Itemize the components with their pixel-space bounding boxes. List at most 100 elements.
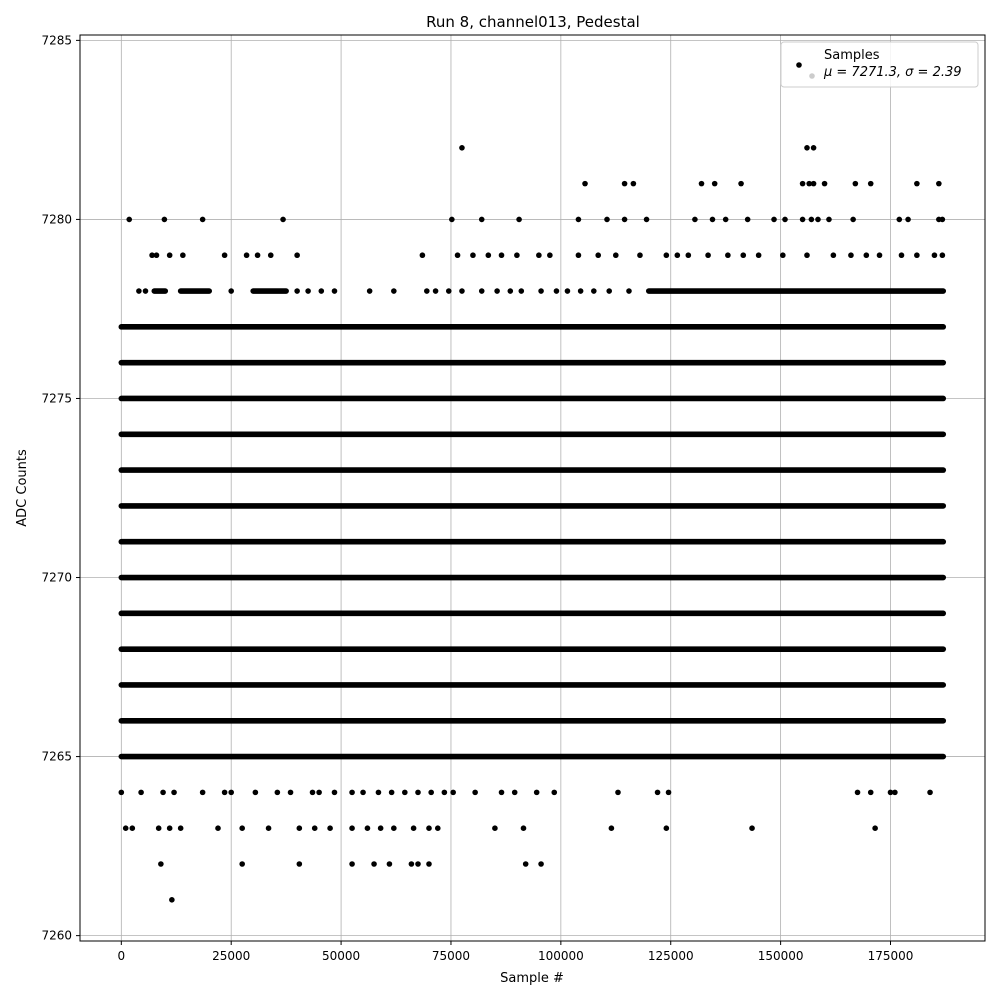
x-axis-ticks: 0 25000 50000 75000 100000 125000 150000 175000 xyxy=(117,941,913,963)
y-tick-label: 7260 xyxy=(41,929,72,943)
data-point xyxy=(459,288,465,294)
data-point xyxy=(749,825,755,831)
y-axis-label: ADC Counts xyxy=(15,449,30,527)
data-point xyxy=(852,180,859,187)
data-point xyxy=(280,216,286,223)
data-point xyxy=(612,252,619,259)
data-point xyxy=(939,252,946,259)
data-point xyxy=(472,789,478,796)
data-point xyxy=(615,789,621,796)
data-point xyxy=(582,180,588,187)
data-point xyxy=(674,252,681,259)
data-point xyxy=(551,789,558,796)
data-point xyxy=(267,252,274,259)
data-point xyxy=(575,252,582,259)
data-point xyxy=(239,825,245,831)
data-point xyxy=(887,789,894,796)
data-point xyxy=(296,825,303,831)
data-point xyxy=(520,825,527,831)
data-point xyxy=(854,789,861,796)
data-point xyxy=(621,180,628,187)
data-point xyxy=(936,180,942,187)
data-point xyxy=(511,789,518,796)
data-point xyxy=(327,825,333,831)
data-point xyxy=(538,861,544,867)
data-point xyxy=(478,216,485,223)
data-point xyxy=(221,252,228,259)
data-point xyxy=(316,789,322,796)
data-point xyxy=(533,789,540,796)
data-point xyxy=(863,252,870,259)
data-point xyxy=(595,252,602,259)
data-point xyxy=(149,252,155,259)
data-point xyxy=(375,789,382,796)
data-point xyxy=(441,789,448,796)
data-point xyxy=(377,825,384,831)
data-point xyxy=(445,288,452,294)
x-tick-label: 175000 xyxy=(868,949,914,963)
data-point xyxy=(126,216,133,223)
data-point xyxy=(415,861,421,867)
data-point xyxy=(606,288,612,294)
data-point xyxy=(744,216,751,223)
data-point xyxy=(755,252,762,259)
data-point xyxy=(215,825,221,831)
data-point xyxy=(806,180,812,187)
data-point xyxy=(518,288,525,294)
data-point xyxy=(626,288,632,294)
data-point xyxy=(138,789,144,796)
data-point xyxy=(538,288,544,294)
data-point xyxy=(449,216,455,223)
x-tick-label: 75000 xyxy=(432,949,470,963)
data-point xyxy=(434,825,441,831)
data-point xyxy=(419,252,426,259)
data-point xyxy=(386,861,393,867)
data-point xyxy=(608,825,615,831)
data-point xyxy=(826,216,832,223)
data-point xyxy=(905,216,911,223)
data-point xyxy=(423,288,430,294)
data-point xyxy=(914,252,920,259)
data-point xyxy=(553,288,560,294)
data-point xyxy=(692,216,698,223)
data-point xyxy=(514,252,520,259)
data-point xyxy=(470,252,476,259)
data-point xyxy=(349,861,355,867)
x-tick-label: 0 xyxy=(117,949,125,963)
legend-stats: μ = 7271.3, σ = 2.39 xyxy=(823,65,962,80)
y-tick-label: 7285 xyxy=(41,33,72,47)
data-point xyxy=(158,861,164,867)
data-point xyxy=(391,288,397,294)
data-point xyxy=(804,252,810,259)
data-point xyxy=(830,252,837,259)
legend-entry-samples: Samples xyxy=(824,48,880,63)
data-point xyxy=(698,180,705,187)
data-point xyxy=(402,789,408,796)
data-point xyxy=(426,861,432,867)
data-point xyxy=(454,252,461,259)
data-point xyxy=(663,252,670,259)
data-point xyxy=(349,825,355,831)
data-point xyxy=(311,825,318,831)
data-point xyxy=(665,789,672,796)
data-point xyxy=(122,825,129,831)
data-point xyxy=(914,180,920,187)
data-point xyxy=(492,825,498,831)
data-point xyxy=(705,252,711,259)
data-point xyxy=(808,216,815,223)
data-point xyxy=(725,252,731,259)
data-point xyxy=(391,825,397,831)
data-point xyxy=(426,825,432,831)
data-point xyxy=(366,288,373,294)
data-points xyxy=(118,145,946,903)
data-point xyxy=(294,252,300,259)
data-point xyxy=(364,825,371,831)
data-point xyxy=(575,216,582,223)
data-point xyxy=(654,789,661,796)
data-point xyxy=(738,180,744,187)
data-point xyxy=(630,180,637,187)
data-point xyxy=(898,252,905,259)
data-point xyxy=(722,216,729,223)
